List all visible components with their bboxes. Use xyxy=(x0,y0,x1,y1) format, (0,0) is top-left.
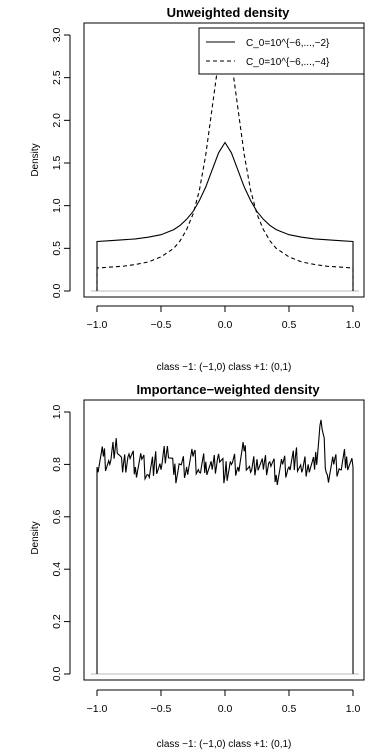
x-tick-label-weighted: 1.0 xyxy=(346,703,361,715)
y-axis-weighted: 0.0 0.2 0.4 0.6 0.8 1.0 xyxy=(51,405,71,682)
chart-unweighted-density: Unweighted density 0.0 0.5 1.0 1.5 2.0 2.5 3.0… xyxy=(30,5,365,373)
series-group-weighted xyxy=(91,419,359,675)
x-axis-unweighted: −1.0 −0.5 0.0 0.5 1.0 xyxy=(87,305,361,331)
x-tick-label-weighted: 0.5 xyxy=(282,703,297,715)
y-tick-label-weighted: 0.2 xyxy=(51,614,63,629)
x-tick-label-unweighted: −1.0 xyxy=(87,319,108,331)
y-tick-label-unweighted: 0.5 xyxy=(51,241,63,256)
y-tick-label-weighted: 0.6 xyxy=(51,509,63,524)
y-tick-label-unweighted: 2.5 xyxy=(51,70,63,85)
chart-title-unweighted: Unweighted density xyxy=(167,5,291,20)
legend-entry-1: C_0=10^{−6,...,−2} xyxy=(246,38,330,49)
x-tick-label-weighted: −1.0 xyxy=(87,703,108,715)
series-line-weighted-1 xyxy=(96,419,354,674)
x-axis-label-unweighted: class −1: (−1,0) class +1: (0,1) xyxy=(157,362,292,373)
y-axis-label-unweighted: Density xyxy=(30,143,41,176)
plot-frame-weighted xyxy=(83,399,365,681)
y-tick-label-unweighted: 3.0 xyxy=(51,28,63,43)
series-line-unweighted-1 xyxy=(96,141,354,291)
y-tick-label-unweighted: 1.0 xyxy=(51,198,63,213)
x-tick-label-unweighted: −0.5 xyxy=(151,319,172,331)
y-tick-label-weighted: 0.4 xyxy=(51,562,63,577)
chart-importance-weighted-density: Importance−weighted density 0.0 0.2 0.4 0.6… xyxy=(30,382,365,750)
legend-entry-2: C_0=10^{−6,...,−4} xyxy=(246,57,330,68)
x-tick-label-unweighted: 0.0 xyxy=(218,319,233,331)
y-tick-label-weighted: 0.0 xyxy=(51,667,63,682)
x-tick-label-weighted: 0.0 xyxy=(218,703,233,715)
series-line-unweighted-2 xyxy=(96,35,354,291)
y-axis-unweighted: 0.0 0.5 1.0 1.5 2.0 2.5 3.0 xyxy=(51,28,71,299)
plot-frame-unweighted xyxy=(83,22,365,298)
y-tick-label-weighted: 0.8 xyxy=(51,457,63,472)
x-tick-label-weighted: −0.5 xyxy=(151,703,172,715)
legend-unweighted: C_0=10^{−6,...,−2} C_0=10^{−6,...,−4} xyxy=(198,27,365,75)
chart-title-importance-weighted: Importance−weighted density xyxy=(136,382,320,397)
series-group-unweighted xyxy=(91,35,359,292)
x-axis-label-weighted: class −1: (−1,0) class +1: (0,1) xyxy=(157,739,292,750)
x-tick-label-unweighted: 1.0 xyxy=(346,319,361,331)
x-axis-weighted: −1.0 −0.5 0.0 0.5 1.0 xyxy=(87,689,361,715)
y-tick-label-weighted: 1.0 xyxy=(51,405,63,420)
y-tick-label-unweighted: 2.0 xyxy=(51,113,63,128)
y-tick-label-unweighted: 1.5 xyxy=(51,156,63,171)
legend-box xyxy=(198,27,365,75)
y-tick-label-unweighted: 0.0 xyxy=(51,284,63,299)
x-tick-label-unweighted: 0.5 xyxy=(282,319,297,331)
y-axis-label-weighted: Density xyxy=(30,521,41,554)
